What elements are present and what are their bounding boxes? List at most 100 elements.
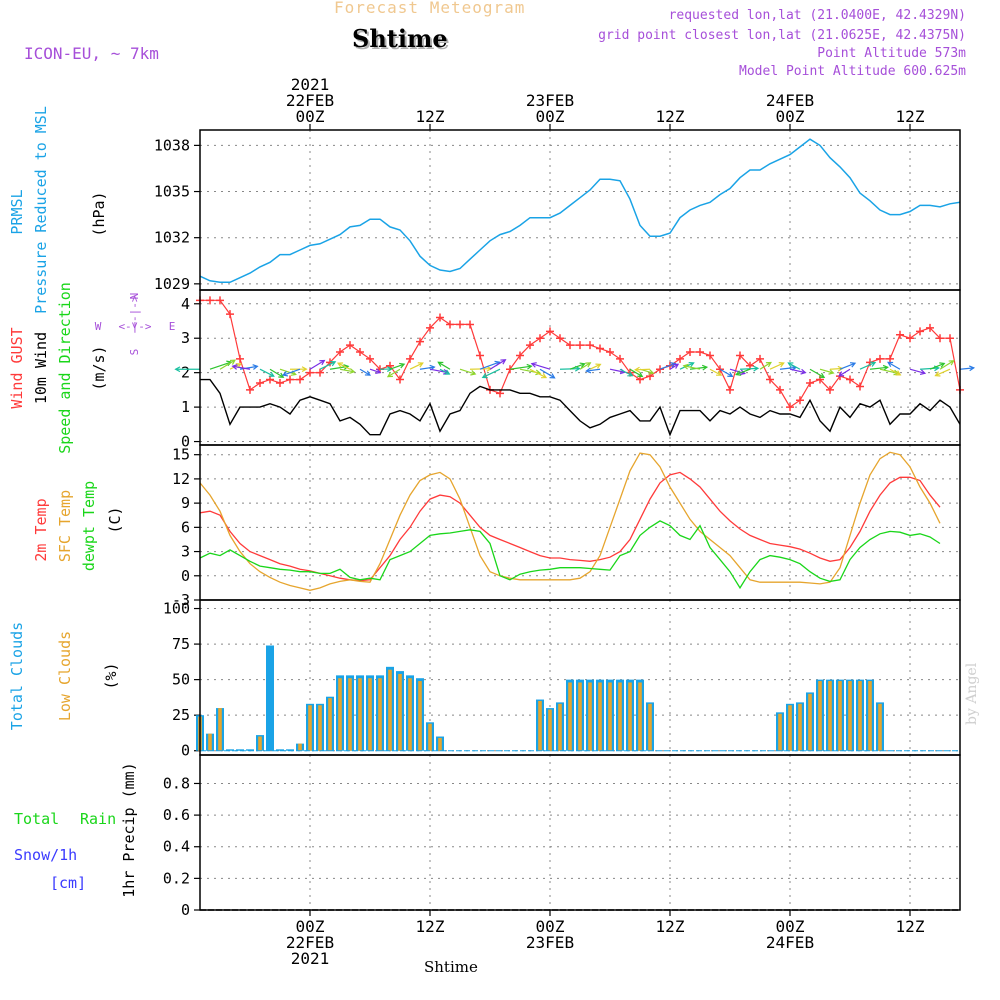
wind-arrow [438, 361, 451, 370]
low-cloud-bar [328, 698, 332, 751]
gust-marker [336, 348, 344, 356]
wind-arrow [889, 368, 901, 376]
low-cloud-bar [858, 681, 862, 751]
wind-arrow [359, 368, 371, 376]
wind-arrowhead [778, 362, 785, 368]
low-cloud-bar [438, 737, 442, 751]
y-tick-label: 2 [181, 364, 190, 382]
gust-marker [306, 368, 314, 377]
clouds-unit: (%) [102, 662, 120, 689]
low-cloud-bar [208, 733, 212, 751]
wind-arrowhead [481, 373, 488, 379]
wind-direction-label: Speed and Direction [56, 282, 74, 454]
wind-arrow [629, 368, 643, 377]
wind-arrow [869, 366, 888, 370]
bottom-time-label: 12Z [656, 917, 685, 936]
wind-arrowhead [939, 362, 946, 368]
gust-marker [676, 354, 684, 363]
gust-marker [706, 351, 714, 360]
low-clouds-label: Low Clouds [56, 631, 74, 721]
y-tick-label: 75 [172, 635, 190, 653]
low-cloud-bar [388, 669, 392, 751]
gust-marker [446, 320, 454, 329]
y-tick-label: 0.4 [163, 838, 190, 856]
gust-marker [886, 354, 894, 363]
wind-arrow [319, 361, 336, 370]
gust-marker [456, 320, 464, 329]
wind-arrowhead [688, 362, 695, 368]
wind-arrowhead [579, 362, 586, 368]
wind-arrowhead [252, 364, 259, 370]
temp-dewpt-label: dewpt Temp [80, 481, 98, 571]
y-tick-label: 0.8 [163, 774, 190, 792]
gust-marker [516, 351, 524, 360]
wind-arrowhead [301, 366, 308, 373]
wind-arrowhead [444, 369, 451, 375]
gust-marker [226, 310, 234, 319]
pressure-line [199, 138, 961, 284]
y-tick-label: 1029 [154, 275, 190, 293]
wind-arrow [309, 360, 325, 370]
gust-marker [236, 354, 244, 363]
wind-arrow [719, 368, 733, 377]
wind-arrowhead [753, 365, 760, 372]
wind-arrow [369, 368, 381, 374]
y-tick-label: 6 [181, 518, 190, 536]
snow-label: Snow/1h [14, 846, 77, 864]
low-cloud-bar [788, 705, 792, 751]
gust-marker [356, 348, 364, 356]
y-tick-label: 15 [172, 446, 190, 464]
top-time-label: 00Z [536, 107, 565, 126]
wind-arrow [482, 368, 501, 378]
wind-arrow [259, 368, 275, 377]
bottom-time-label: 2021 [291, 949, 330, 968]
wind-arrowhead [585, 367, 592, 374]
wind-arrow [839, 362, 856, 370]
top-time-label: 00Z [296, 107, 325, 126]
gust-marker [466, 320, 474, 329]
precip-unit: 1hr Precip (mm) [120, 762, 138, 897]
wind-arrowhead [735, 370, 742, 376]
wind-speed-line [200, 378, 961, 437]
gust-marker [686, 348, 694, 356]
point-altitude: Point Altitude 573m [817, 46, 966, 61]
top-time-label: 23FEB [526, 91, 574, 110]
panel-frame-precip [199, 754, 961, 911]
wind-arrow [779, 366, 797, 370]
wind-arrow [809, 368, 825, 378]
bottom-time-label: 24FEB [766, 933, 814, 952]
low-cloud-bar [538, 700, 542, 751]
bottom-time-label: 12Z [416, 917, 445, 936]
wind-arrow [609, 368, 625, 373]
wind-direction-arrows [174, 359, 976, 379]
wind-arrowhead [437, 361, 444, 367]
gust-marker [596, 344, 604, 353]
y-tick-label: 50 [172, 671, 190, 689]
bottom-time-label: 00Z [536, 917, 565, 936]
wind-arrowhead [417, 362, 424, 368]
low-cloud-bar [338, 678, 342, 751]
wind-arrowhead [278, 372, 285, 378]
top-time-label: 12Z [416, 107, 445, 126]
requested-coords: requested lon,lat (21.0400E, 42.4329N) [668, 8, 966, 23]
wind-arrowhead [174, 366, 181, 373]
wind-arrow [736, 368, 751, 376]
y-tick-label: 4 [181, 295, 190, 313]
wind-arrow [669, 363, 679, 370]
gust-marker [786, 403, 794, 412]
gust-marker [256, 379, 264, 387]
bottom-time-label: 23FEB [526, 933, 574, 952]
y-tick-label: 0 [181, 742, 190, 760]
wind-arrow [209, 361, 232, 370]
wind-arrow [339, 368, 355, 373]
low-cloud-bar [398, 673, 402, 751]
gust-marker [946, 334, 954, 343]
gust-marker [216, 296, 224, 305]
bottom-time-label: 00Z [296, 917, 325, 936]
wind-arrowhead [882, 364, 889, 371]
top-time-label: 00Z [776, 107, 805, 126]
low-cloud-bar [548, 709, 552, 751]
low-cloud-bar [878, 703, 882, 751]
wind-arrowhead [343, 364, 350, 370]
y-tick-label: 3 [181, 329, 190, 347]
